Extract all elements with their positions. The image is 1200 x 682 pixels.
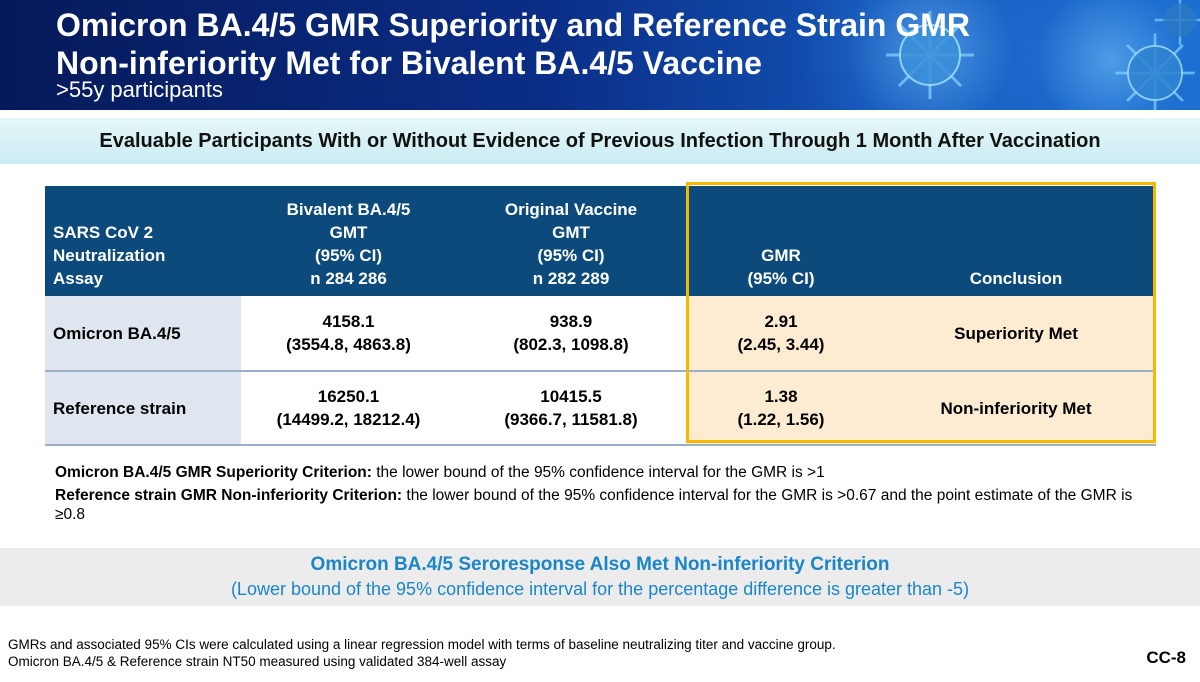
bivalent-gmt-cell: 4158.1 (3554.8, 4863.8)	[241, 296, 456, 372]
header-gmr: GMR (95% CI)	[686, 186, 876, 296]
virus-illustration-icon	[1154, 0, 1200, 46]
footnotes: GMRs and associated 95% CIs were calcula…	[8, 636, 1108, 670]
header-banner: Omicron BA.4/5 GMR Superiority and Refer…	[0, 0, 1200, 110]
section-heading-bar: Evaluable Participants With or Without E…	[0, 118, 1200, 164]
seroresponse-callout: Omicron BA.4/5 Seroresponse Also Met Non…	[0, 548, 1200, 606]
conclusion-cell: Non-inferiority Met	[876, 371, 1156, 446]
gmr-cell: 1.38 (1.22, 1.56)	[686, 371, 876, 446]
criterion-noninferiority: Reference strain GMR Non-inferiority Cri…	[55, 487, 1133, 523]
callout-detail: (Lower bound of the 95% confidence inter…	[230, 579, 970, 599]
title-line-1: Omicron BA.4/5 GMR Superiority and Refer…	[56, 7, 970, 43]
header-conclusion: Conclusion	[876, 186, 1156, 296]
virus-illustration-icon	[886, 11, 974, 99]
callout-headline: Omicron BA.4/5 Seroresponse Also Met Non…	[310, 554, 890, 575]
bivalent-gmt-cell: 16250.1 (14499.2, 18212.4)	[241, 371, 456, 446]
header-original: Original Vaccine GMT (95% CI) n 282 289	[456, 186, 686, 296]
row-assay: Omicron BA.4/5	[45, 296, 241, 372]
gmr-results-table: SARS CoV 2 Neutralization Assay Bivalent…	[45, 186, 1156, 446]
gmr-cell: 2.91 (2.45, 3.44)	[686, 296, 876, 372]
table-row: Omicron BA.4/5 4158.1 (3554.8, 4863.8) 9…	[45, 296, 1156, 372]
criteria-notes: Omicron BA.4/5 GMR Superiority Criterion…	[55, 463, 1165, 528]
footnote: Omicron BA.4/5 & Reference strain NT50 m…	[8, 654, 507, 669]
header-assay: SARS CoV 2 Neutralization Assay	[45, 186, 241, 296]
page-subtitle: >55y participants	[56, 77, 223, 102]
virus-illustration-icon	[1115, 33, 1195, 110]
page-title: Omicron BA.4/5 GMR Superiority and Refer…	[56, 6, 1156, 82]
table-row: Reference strain 16250.1 (14499.2, 18212…	[45, 371, 1156, 446]
section-heading: Evaluable Participants With or Without E…	[99, 129, 1101, 152]
conclusion-cell: Superiority Met	[876, 296, 1156, 372]
original-gmt-cell: 938.9 (802.3, 1098.8)	[456, 296, 686, 372]
title-line-2: Non-inferiority Met for Bivalent BA.4/5 …	[56, 45, 762, 81]
row-assay: Reference strain	[45, 371, 241, 446]
footnote: GMRs and associated 95% CIs were calcula…	[8, 637, 836, 652]
header-bivalent: Bivalent BA.4/5 GMT (95% CI) n 284 286	[241, 186, 456, 296]
slide-number: CC-8	[1146, 648, 1186, 667]
criterion-superiority: Omicron BA.4/5 GMR Superiority Criterion…	[55, 464, 825, 481]
original-gmt-cell: 10415.5 (9366.7, 11581.8)	[456, 371, 686, 446]
